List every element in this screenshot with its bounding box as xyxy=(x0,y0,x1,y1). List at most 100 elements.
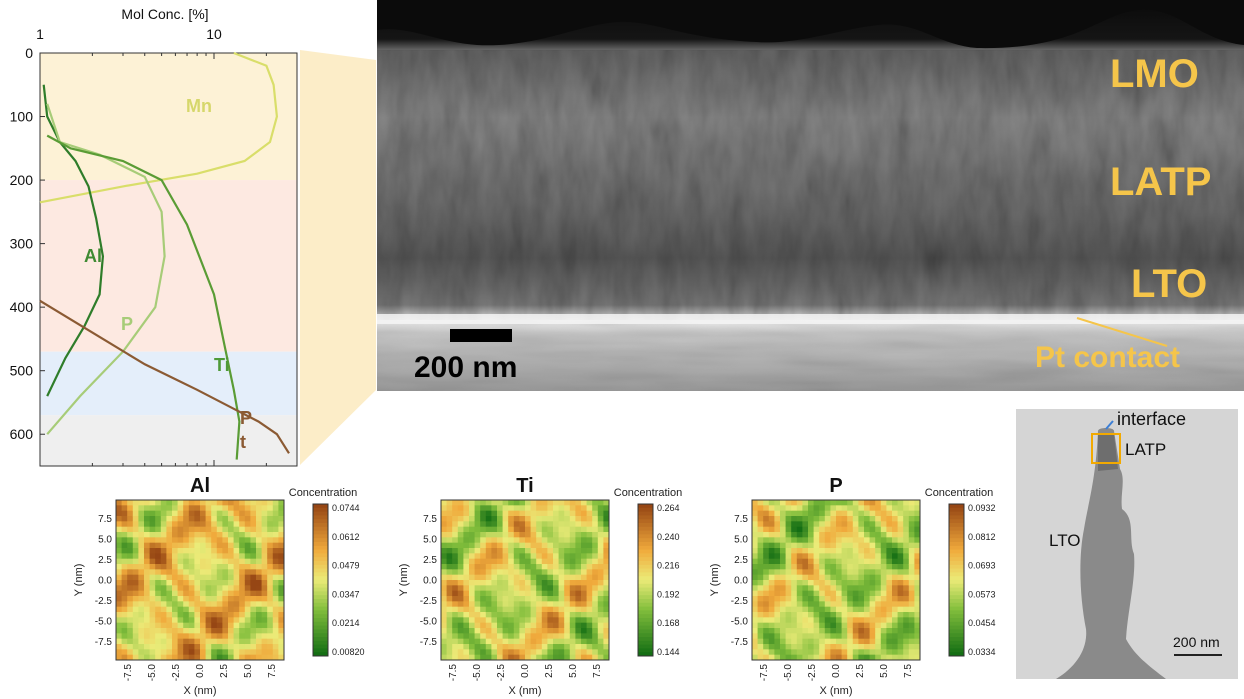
heatmap-cell xyxy=(244,596,251,602)
heatmap-cell xyxy=(813,510,820,517)
heatmap-cell xyxy=(597,569,604,576)
colorbar-step xyxy=(638,583,653,588)
heatmap-cell xyxy=(256,521,262,528)
heatmap-cell xyxy=(841,638,848,645)
heatmap-cell xyxy=(149,596,156,602)
heatmap-cell xyxy=(796,558,803,565)
heatmap-cell xyxy=(774,585,781,592)
heatmap-cell xyxy=(575,644,582,650)
heatmap-cell xyxy=(272,580,279,586)
heatmap-cell xyxy=(586,585,593,592)
colorbar-step xyxy=(313,606,328,611)
heatmap-cell xyxy=(875,649,882,656)
heatmap-cell xyxy=(541,516,548,522)
heatmap-cell xyxy=(547,580,554,586)
heatmap-cell xyxy=(485,564,492,570)
heatmap-cell xyxy=(914,601,921,608)
heatmap-cell xyxy=(267,505,274,512)
heatmap-cell xyxy=(267,654,274,661)
heatmap-cell xyxy=(597,580,604,586)
heatmap-cell xyxy=(278,638,285,645)
heatmap-cell xyxy=(581,606,587,613)
heatmap-cell xyxy=(914,654,921,661)
heatmap-cell xyxy=(886,564,893,570)
heatmap-cell xyxy=(463,516,470,522)
heatmap-cell xyxy=(441,601,447,608)
heatmap-cell xyxy=(841,628,848,634)
heatmap-cell xyxy=(250,628,257,634)
heatmap-cell xyxy=(116,622,122,629)
heatmap-cell xyxy=(144,564,150,570)
heatmap-cell xyxy=(172,644,178,650)
heatmap-cell xyxy=(847,628,854,634)
heatmap-cell xyxy=(757,617,764,624)
heatmap-cell xyxy=(813,606,820,613)
heatmap-cell xyxy=(569,548,576,554)
heatmap-cell xyxy=(446,532,453,538)
heatmap-cell xyxy=(519,542,526,549)
heatmap-cell xyxy=(452,596,459,602)
heatmap-cell xyxy=(796,617,803,624)
heatmap-cell xyxy=(536,569,543,576)
heatmap-cell xyxy=(261,526,268,533)
heatmap-cell xyxy=(222,580,229,586)
heatmap-cell xyxy=(819,521,826,528)
heatmap-cell xyxy=(452,526,459,533)
heatmap-cell xyxy=(469,585,475,592)
heatmap-cell xyxy=(836,644,842,650)
heatmap-cell xyxy=(267,532,274,538)
heatmap-cell xyxy=(886,558,893,565)
heatmap-cell xyxy=(457,596,464,602)
heatmap-cell xyxy=(233,558,240,565)
heatmap-cell xyxy=(132,644,139,650)
heatmap-cell xyxy=(441,596,447,602)
tem-scalebar-label: 200 nm xyxy=(1173,634,1220,650)
heatmap-cell xyxy=(480,500,487,506)
heatmap-cell xyxy=(250,526,257,533)
heatmap-cell xyxy=(847,654,854,661)
heatmap-cell xyxy=(267,590,274,597)
heatmap-cell xyxy=(519,596,526,602)
heatmap-cell xyxy=(525,606,531,613)
heatmap-cell xyxy=(869,574,876,581)
heatmap-cell xyxy=(757,585,764,592)
heatmap-cell xyxy=(757,521,764,528)
heatmap-cell xyxy=(160,622,167,629)
heatmap-cell xyxy=(194,548,201,554)
heatmap-cell xyxy=(841,585,848,592)
heatmap-cell xyxy=(149,542,156,549)
heatmap-cell xyxy=(903,649,910,656)
heatmap-cell xyxy=(785,628,792,634)
heatmap-cell xyxy=(819,606,826,613)
heatmap-cell xyxy=(547,638,554,645)
heatmap-cell xyxy=(597,628,604,634)
heatmap-cell xyxy=(256,644,262,650)
heatmap-cell xyxy=(138,505,145,512)
heatmap-cell xyxy=(536,548,543,554)
heatmap-cell xyxy=(216,537,223,544)
heatmap-cell xyxy=(869,564,876,570)
heatmap-cell xyxy=(469,617,475,624)
heatmap-cell xyxy=(216,617,223,624)
heatmap-cell xyxy=(830,521,837,528)
heatmap-cell xyxy=(474,633,481,640)
heatmap-cell xyxy=(525,617,531,624)
heatmap-cell xyxy=(121,553,128,560)
heatmap-cell xyxy=(819,564,826,570)
heatmap-cell xyxy=(452,654,459,661)
y-tick-label: 2.5 xyxy=(423,555,437,566)
heatmap-cell xyxy=(205,521,212,528)
heatmap-cell xyxy=(491,558,498,565)
heatmap-cell xyxy=(452,500,459,506)
colorbar-step xyxy=(638,621,653,626)
heatmap-cell xyxy=(172,558,178,565)
heatmap-cell xyxy=(149,622,156,629)
heatmap-cell xyxy=(768,606,775,613)
heatmap-cell xyxy=(261,644,268,650)
heatmap-cell xyxy=(239,580,246,586)
colorbar-step xyxy=(313,576,328,581)
heatmap-cell xyxy=(177,654,184,661)
heatmap-cell xyxy=(160,521,167,528)
heatmap-cell xyxy=(216,521,223,528)
y-tick-label: -2.5 xyxy=(731,596,749,607)
